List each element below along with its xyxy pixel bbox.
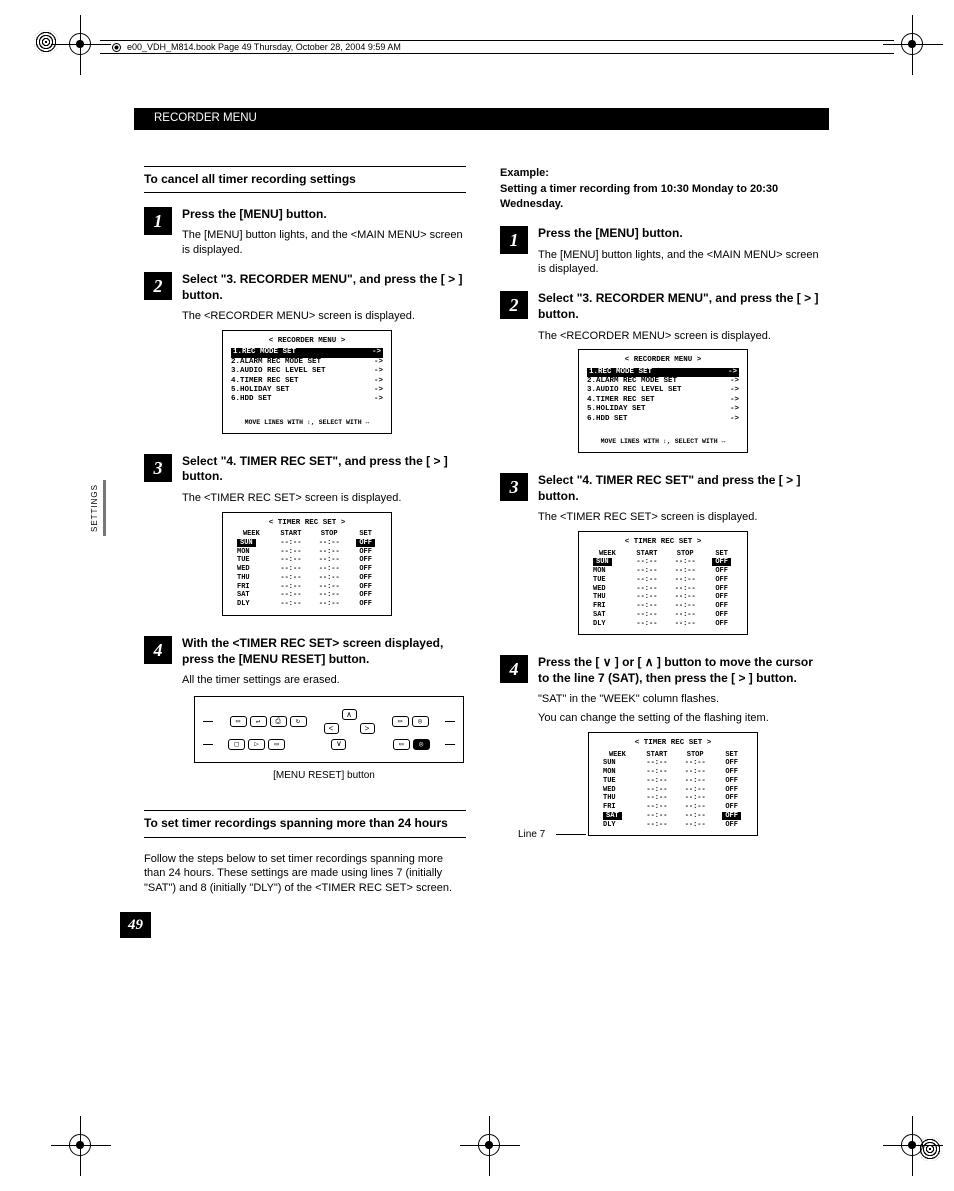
section-body: Follow the steps below to set timer reco…: [144, 852, 466, 897]
step-body: The [MENU] button lights, and the <MAIN …: [538, 248, 822, 278]
crop-mark-icon: [898, 30, 928, 60]
osd-title: < TIMER REC SET >: [587, 538, 739, 547]
remote-panel-illustration: ▭↵⎙↻ ∧ <> ▭◎ □▷▭ ∨: [194, 696, 464, 763]
step-head: Select "3. RECORDER MENU", and press the…: [182, 272, 466, 303]
step-body: "SAT" in the "WEEK" column flashes.: [538, 692, 822, 707]
line7-label: Line 7: [518, 828, 545, 842]
side-tab: SETTINGS: [90, 480, 106, 536]
step: 4 Press the [ ∨ ] or [ ∧ ] button to mov…: [500, 655, 822, 846]
step-body: The [MENU] button lights, and the <MAIN …: [182, 228, 466, 258]
step-head: Select "4. TIMER REC SET", and press the…: [182, 454, 466, 485]
crop-mark-icon: [66, 1131, 96, 1161]
osd-title: < TIMER REC SET >: [597, 739, 749, 748]
step: 4 With the <TIMER REC SET> screen displa…: [144, 636, 466, 783]
step-number: 3: [144, 454, 172, 482]
recorder-menu-osd: < RECORDER MENU > 1.REC MODE SET-> 2.ALA…: [222, 330, 392, 434]
osd-table: WEEKSTARTSTOPSET SUN--:----:--OFF MON--:…: [597, 751, 749, 830]
step-body: The <TIMER REC SET> screen is displayed.: [538, 510, 822, 525]
step: 3 Select "4. TIMER REC SET" and press th…: [500, 473, 822, 645]
step: 1 Press the [MENU] button. The [MENU] bu…: [144, 207, 466, 262]
section-title: To cancel all timer recording settings: [144, 166, 466, 193]
step-number: 3: [500, 473, 528, 501]
step-number: 4: [144, 636, 172, 664]
step-body: The <RECORDER MENU> screen is displayed.: [538, 329, 822, 344]
step: 1 Press the [MENU] button. The [MENU] bu…: [500, 226, 822, 281]
step-number: 1: [144, 207, 172, 235]
step: 3 Select "4. TIMER REC SET", and press t…: [144, 454, 466, 626]
step-head: Select "3. RECORDER MENU", and press the…: [538, 291, 822, 322]
osd-title: < RECORDER MENU >: [587, 356, 739, 365]
crop-mark-icon: [475, 1131, 505, 1161]
left-column: To cancel all timer recording settings 1…: [144, 166, 466, 897]
step-head: Press the [ ∨ ] or [ ∧ ] button to move …: [538, 655, 822, 686]
step-head: Press the [MENU] button.: [538, 226, 822, 242]
step-body: The <RECORDER MENU> screen is displayed.: [182, 309, 466, 324]
step: 2 Select "3. RECORDER MENU", and press t…: [144, 272, 466, 444]
step-number: 2: [500, 291, 528, 319]
crop-mark-icon: [66, 30, 96, 60]
step-head: Select "4. TIMER REC SET" and press the …: [538, 473, 822, 504]
section-title: To set timer recordings spanning more th…: [144, 810, 466, 837]
timer-rec-osd: < TIMER REC SET > WEEKSTARTSTOPSET SUN--…: [578, 531, 748, 635]
page-number: 49: [120, 912, 151, 938]
timer-rec-osd-line7: < TIMER REC SET > WEEKSTARTSTOPSET SUN--…: [588, 732, 758, 836]
step-body: All the timer settings are erased.: [182, 673, 466, 688]
header-bar: RECORDER MENU: [134, 108, 829, 130]
step-number: 1: [500, 226, 528, 254]
example-label: Example:: [500, 166, 822, 181]
crop-mark-icon: [898, 1131, 928, 1161]
osd-table: WEEKSTARTSTOPSET SUN--:----:--OFF MON--:…: [231, 530, 383, 609]
osd-title: < TIMER REC SET >: [231, 519, 383, 528]
step-number: 2: [144, 272, 172, 300]
book-header-text: e00_VDH_M814.book Page 49 Thursday, Octo…: [127, 41, 401, 53]
right-column: Example: Setting a timer recording from …: [500, 166, 822, 897]
example-text: Setting a timer recording from 10:30 Mon…: [500, 182, 822, 212]
step: 2 Select "3. RECORDER MENU", and press t…: [500, 291, 822, 463]
book-header: e00_VDH_M814.book Page 49 Thursday, Octo…: [100, 40, 894, 54]
book-handle-icon: [112, 43, 121, 52]
step-number: 4: [500, 655, 528, 683]
recorder-menu-osd: < RECORDER MENU > 1.REC MODE SET-> 2.ALA…: [578, 349, 748, 453]
step-head: With the <TIMER REC SET> screen displaye…: [182, 636, 466, 667]
step-body: The <TIMER REC SET> screen is displayed.: [182, 491, 466, 506]
osd-title: < RECORDER MENU >: [231, 337, 383, 346]
step-body: You can change the setting of the flashi…: [538, 711, 822, 726]
step-head: Press the [MENU] button.: [182, 207, 466, 223]
osd-table: WEEKSTARTSTOPSET SUN--:----:--OFF MON--:…: [587, 550, 739, 629]
panel-caption: [MENU RESET] button: [182, 769, 466, 783]
timer-rec-osd: < TIMER REC SET > WEEKSTARTSTOPSET SUN--…: [222, 512, 392, 616]
corner-deco-icon: [34, 30, 58, 54]
